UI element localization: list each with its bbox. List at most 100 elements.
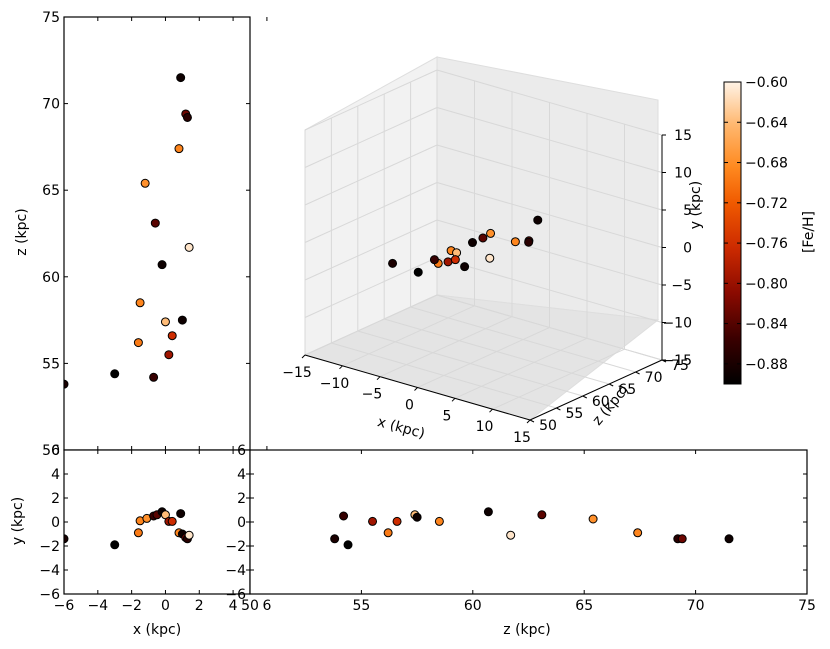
x-tick-label: 2 [195,598,204,614]
3d-z-axis-line [529,359,663,421]
x-tick-label: 70 [687,598,705,614]
gridline [436,144,663,211]
gridline [410,306,636,373]
x-tick-label: 0 [161,598,170,614]
xz-panel: 50 55 60 65 70 75 [42,10,268,459]
gridline [304,182,438,243]
gridline [436,182,663,248]
3d-data-point [524,237,534,247]
points [64,507,194,550]
colorbar-tick-label: −0.68 [745,156,788,172]
y-tick-label: 2 [237,491,246,507]
data-point [140,178,150,188]
data-point [167,516,177,526]
y-tick-label: 4 [51,467,60,483]
colorbar-tick-label: −0.60 [745,75,788,91]
3d-data-point [450,255,460,265]
data-point [383,528,393,538]
y-tick-label: 6 [51,443,60,459]
data-point [150,218,160,228]
gridline [304,219,438,281]
3d-x-tick [414,387,418,391]
3d-panel: −15−10−5051015505560657075151050−5−10−15… [282,56,704,446]
3d-z-tick [529,419,535,423]
gridline [454,337,588,399]
plot-area [64,17,250,450]
3d-x-tick-label: −15 [282,365,312,381]
y-tick-label: 75 [42,10,60,26]
gridline [436,294,663,361]
y-tick-label: 6 [237,443,246,459]
data-point [64,379,69,389]
gridline [304,69,438,131]
axes-frame [249,449,808,595]
xy-ylabel: y (kpc) [10,497,26,545]
3d-x-tick-label: −5 [362,387,383,403]
data-point [149,372,159,382]
3d-data-point [460,262,470,272]
gridline [331,342,557,409]
y-tick-label: 50 [42,443,60,459]
3d-data-point [388,258,398,268]
3d-y-tick-label: 15 [674,128,692,144]
y-tick-label: 65 [42,183,60,199]
data-point [412,512,422,522]
gridline [384,318,610,385]
3d-data-point [510,237,520,247]
x-tick-label: 50 [241,598,259,614]
data-point [483,507,493,517]
data-point [392,516,402,526]
data-point [176,509,186,519]
gridline [304,294,438,356]
points [64,73,194,389]
3d-z-tick-label: 60 [592,394,610,410]
colorbar-tick-label: −0.72 [745,196,788,212]
3d-y-tick-label: 5 [683,203,692,219]
3d-z-tick-label: 70 [645,370,663,386]
3d-y-tick-label: 10 [674,166,692,182]
3d-x-tick [301,354,306,359]
data-point [177,315,187,325]
3d-x-tick-label: 5 [443,408,452,424]
plot-area [64,450,250,594]
3d-z-tick [635,371,640,375]
data-point [167,331,177,341]
3d-z-tick-label: 55 [565,406,583,422]
data-point [160,317,170,327]
x-tick-label: 55 [352,598,370,614]
x-tick-label: 60 [464,598,482,614]
x-tick-label: −6 [54,598,75,614]
3d-data-point [467,238,477,248]
data-point [133,338,143,348]
data-point [184,242,194,252]
gridline [417,327,550,388]
y-tick-label: −6 [225,587,246,603]
data-point [184,530,194,540]
y-tick-label: 55 [42,356,60,372]
3d-data-point [429,255,439,265]
colorbar-tick-label: −0.88 [745,357,788,373]
3d-z-tick-label: 65 [618,382,636,398]
data-point [588,514,598,524]
gridline [436,107,663,173]
gridline [357,330,583,397]
colorbar: −0.60 −0.64 −0.68 −0.72 −0.76 −0.80 −0.84 −0.88… [723,75,817,385]
data-point [176,73,186,83]
y-tick-label: −6 [39,587,60,603]
3d-x-tick-label: −10 [320,376,350,392]
x-tick-label: −2 [121,598,142,614]
data-point [434,516,444,526]
gridline [436,219,663,286]
3d-points [388,215,543,277]
colorbar-tick-label: −0.84 [745,317,788,333]
gridline [304,144,438,206]
3d-xlabel: x (kpc) [376,414,427,442]
3d-y-tick-label: −5 [671,278,692,294]
gridline [304,257,438,318]
points [330,507,734,550]
3d-x-tick-label: 0 [405,398,414,414]
data-point [724,534,734,544]
3d-data-point [486,228,496,238]
data-point [330,534,340,544]
3d-data-point [533,215,543,225]
